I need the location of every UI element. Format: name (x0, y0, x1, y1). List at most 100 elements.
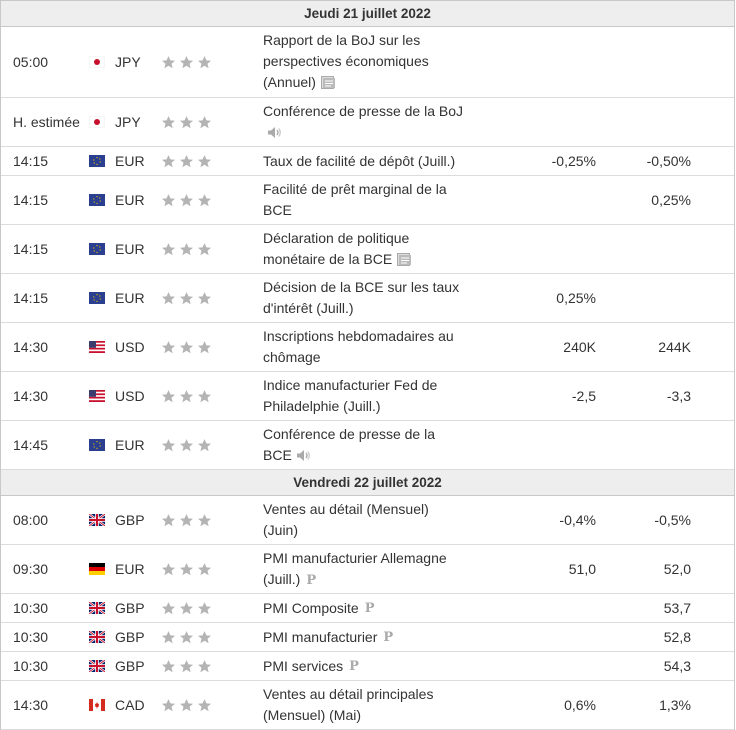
importance-star-icon (179, 242, 194, 257)
importance-star-icon (179, 193, 194, 208)
event-name-line[interactable]: Conférence de presse de la BoJ (263, 103, 464, 119)
event-name-line[interactable]: BCE (263, 447, 292, 463)
event-name-line[interactable]: Conférence de presse de la (263, 426, 435, 442)
event-currency: GBP (115, 629, 145, 645)
event-row[interactable]: H. estimée JPY Conférence de presse de la … (1, 98, 734, 147)
event-row[interactable]: 14:30 USD Inscriptions hebdomadaires au chô… (1, 323, 734, 372)
event-name-line[interactable]: BCE (263, 202, 292, 218)
event-row[interactable]: 14:30 USD Indice manufacturier Fed de Phila… (1, 372, 734, 421)
event-row[interactable]: 14:30 CAD Ventes au détail principales (Men… (1, 681, 734, 730)
event-actual: 52,0 (663, 561, 691, 577)
flag-gb-icon (89, 496, 105, 544)
event-currency: GBP (115, 658, 145, 674)
importance-star-icon (161, 340, 176, 355)
speaker-icon[interactable] (267, 124, 282, 145)
event-name-line[interactable]: Ventes au détail (Mensuel) (263, 501, 429, 517)
event-row[interactable]: 09:30 EUR PMI manufacturier Allemagne (Juil… (1, 545, 734, 594)
event-name-line[interactable]: Taux de facilité de dépôt (Juill.) (263, 152, 456, 169)
flag-eu-icon (89, 421, 105, 469)
event-row[interactable]: 14:45 EUR Conférence de presse de la BCE (1, 421, 734, 470)
event-name[interactable]: Indice manufacturier Fed de Philadelphie … (263, 372, 473, 420)
event-actual: -0,50% (646, 153, 691, 169)
event-row[interactable]: 14:15 EUR Décision de la BCE sur les taux d… (1, 274, 734, 323)
event-currency: EUR (115, 153, 145, 169)
event-name[interactable]: Facilité de prêt marginal de la BCE (263, 176, 473, 224)
event-row[interactable]: 14:15 EUR Déclaration de politique monétair… (1, 225, 734, 274)
event-previous: -0,4% (559, 512, 596, 528)
event-name[interactable]: PMI manufacturier Allemagne (Juill.) P (263, 545, 473, 593)
event-name[interactable]: Décision de la BCE sur les taux d'intérêt… (263, 274, 473, 322)
event-name-line[interactable]: Rapport de la BoJ sur les (263, 32, 421, 48)
event-name-line[interactable]: (Annuel) (263, 74, 316, 90)
speaker-icon[interactable] (296, 447, 311, 468)
event-row[interactable]: 10:30 GBP PMI Composite P 53,7 (1, 594, 734, 623)
event-name[interactable]: PMI manufacturier P (263, 623, 473, 651)
event-name[interactable]: Ventes au détail (Mensuel) (Juin) (263, 496, 473, 544)
event-currency: EUR (115, 561, 145, 577)
flag-jp-icon (89, 27, 105, 97)
event-name[interactable]: Taux de facilité de dépôt (Juill.) (263, 147, 473, 175)
event-actual: 54,3 (663, 658, 691, 674)
flag-gb-icon (89, 594, 105, 622)
event-name[interactable]: Ventes au détail principales (Mensuel) (M… (263, 681, 473, 729)
event-name-line[interactable]: Déclaration de politique (263, 230, 410, 246)
event-name-line[interactable]: Décision de la BCE sur les taux (263, 279, 460, 295)
event-name[interactable]: PMI services P (263, 652, 473, 680)
event-time: 10:30 (13, 629, 49, 645)
flag-gb-icon (89, 652, 105, 680)
event-actual: 53,7 (663, 600, 691, 616)
event-name-line[interactable]: (Mensuel) (Mai) (263, 707, 362, 723)
importance-star-icon (179, 340, 194, 355)
event-currency: JPY (115, 54, 141, 70)
document-icon[interactable] (397, 251, 412, 272)
importance-star-icon (197, 438, 212, 453)
event-row[interactable]: 05:00 JPY Rapport de la BoJ sur les perspec… (1, 27, 734, 98)
day-header: Vendredi 22 juillet 2022 (1, 470, 734, 496)
event-name-line[interactable]: (Juin) (263, 522, 299, 538)
event-name-line[interactable]: monétaire de la BCE (263, 251, 393, 267)
event-currency: JPY (115, 114, 141, 130)
event-name-line[interactable]: Inscriptions hebdomadaires au (263, 328, 454, 344)
event-name-line[interactable]: Philadelphie (Juill.) (263, 398, 381, 414)
event-name[interactable]: PMI Composite P (263, 594, 473, 622)
event-name-line[interactable]: PMI manufacturier (263, 628, 378, 645)
event-name[interactable]: Inscriptions hebdomadaires au chômage (263, 323, 473, 371)
event-name[interactable]: Conférence de presse de la BCE (263, 421, 473, 469)
event-name[interactable]: Déclaration de politique monétaire de la … (263, 225, 473, 273)
event-row[interactable]: 08:00 GBP Ventes au détail (Mensuel) (Juin)… (1, 496, 734, 545)
event-name-line[interactable]: PMI services (263, 657, 344, 674)
event-time: 14:30 (13, 697, 49, 713)
event-name-line[interactable]: PMI Composite (263, 599, 359, 616)
event-name-line[interactable]: perspectives économiques (263, 53, 429, 69)
event-name-line[interactable]: (Juill.) (263, 571, 301, 587)
event-name[interactable]: Conférence de presse de la BoJ (263, 98, 473, 146)
event-name-line[interactable]: Facilité de prêt marginal de la (263, 181, 447, 197)
importance-star-icon (197, 242, 212, 257)
day-header: Jeudi 21 juillet 2022 (1, 1, 734, 27)
event-row[interactable]: 14:15 EUR Facilité de prêt marginal de la B… (1, 176, 734, 225)
preliminary-icon: P (306, 573, 317, 588)
importance-star-icon (197, 562, 212, 577)
event-row[interactable]: 10:30 GBP PMI manufacturier P 52,8 (1, 623, 734, 652)
importance-star-icon (161, 659, 176, 674)
event-name-line[interactable]: Indice manufacturier Fed de (263, 377, 438, 393)
importance-star-icon (197, 698, 212, 713)
event-name-line[interactable]: d'intérêt (Juill.) (263, 300, 354, 316)
importance-rating (161, 98, 212, 146)
importance-star-icon (161, 630, 176, 645)
event-name-line[interactable]: Ventes au détail principales (263, 686, 434, 702)
importance-star-icon (161, 698, 176, 713)
event-row[interactable]: 14:15 EUR Taux de facilité de dépôt (Juill… (1, 147, 734, 176)
event-row[interactable]: 10:30 GBP PMI services P 54,3 (1, 652, 734, 681)
importance-star-icon (197, 115, 212, 130)
event-currency: EUR (115, 290, 145, 306)
event-name-line[interactable]: PMI manufacturier Allemagne (263, 550, 447, 566)
importance-star-icon (179, 438, 194, 453)
event-time: 10:30 (13, 600, 49, 616)
importance-star-icon (161, 438, 176, 453)
event-time: 14:30 (13, 388, 49, 404)
event-name[interactable]: Rapport de la BoJ sur les perspectives éc… (263, 27, 473, 97)
event-time: 14:15 (13, 241, 49, 257)
event-name-line[interactable]: chômage (263, 349, 321, 365)
document-icon[interactable] (320, 74, 336, 95)
